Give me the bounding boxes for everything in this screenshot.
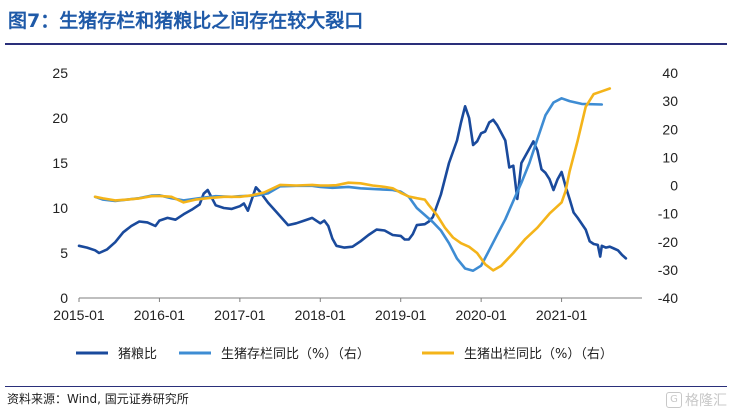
y-left-tick-label: 20 bbox=[52, 110, 68, 126]
x-tick-label: 2017-01 bbox=[214, 307, 266, 323]
y-left-tick-label: 5 bbox=[60, 245, 68, 261]
y-left-tick-label: 0 bbox=[60, 290, 68, 306]
watermark-text: 格隆汇 bbox=[685, 393, 727, 409]
x-tick-label: 2021-01 bbox=[536, 307, 588, 323]
y-right-tick-label: -30 bbox=[658, 262, 678, 278]
y-right-tick-label: 20 bbox=[662, 121, 678, 137]
chart-axes: 2015-01 2016-01 2017-01 2018-01 2019-01 2020-… bbox=[52, 65, 678, 323]
watermark-logo-icon: G bbox=[666, 392, 682, 408]
chart-legend: 猪粮比 生猪存栏同比（%）（右） 生猪出栏同比（%）（右） bbox=[76, 347, 613, 362]
series-line-3 bbox=[93, 87, 612, 272]
y-right-tick-label: -20 bbox=[658, 234, 678, 250]
source-rule bbox=[5, 386, 727, 387]
y-right-tick-label: 30 bbox=[662, 93, 678, 109]
chart-title: 图7：生猪存栏和猪粮比之间存在较大裂口 bbox=[8, 10, 364, 32]
series-line-2 bbox=[93, 97, 604, 272]
legend-label-3: 生猪出栏同比（%）（右） bbox=[464, 347, 613, 362]
watermark: G 格隆汇 bbox=[666, 390, 727, 410]
y-left-tick-label: 15 bbox=[52, 155, 68, 171]
y-right-tick-label: 0 bbox=[670, 178, 678, 194]
y-right-tick-label: -40 bbox=[658, 290, 678, 306]
x-tick-label: 2020-01 bbox=[455, 307, 507, 323]
title-rule bbox=[5, 43, 727, 45]
y-right-tick-label: -10 bbox=[658, 206, 678, 222]
legend-label-2: 生猪存栏同比（%）（右） bbox=[221, 347, 370, 362]
y-left-tick-label: 10 bbox=[52, 200, 68, 216]
legend-label-1: 猪粮比 bbox=[118, 347, 157, 362]
x-tick-label: 2015-01 bbox=[53, 307, 105, 323]
series-line-1 bbox=[77, 105, 628, 260]
y-right-tick-label: 10 bbox=[662, 149, 678, 165]
x-tick-label: 2016-01 bbox=[134, 307, 186, 323]
x-tick-label: 2018-01 bbox=[295, 307, 347, 323]
source-note: 资料来源：Wind, 国元证券研究所 bbox=[7, 392, 189, 406]
chart-series bbox=[77, 87, 628, 272]
y-left-tick-label: 25 bbox=[52, 65, 68, 81]
y-right-tick-label: 40 bbox=[662, 65, 678, 81]
x-tick-label: 2019-01 bbox=[375, 307, 427, 323]
